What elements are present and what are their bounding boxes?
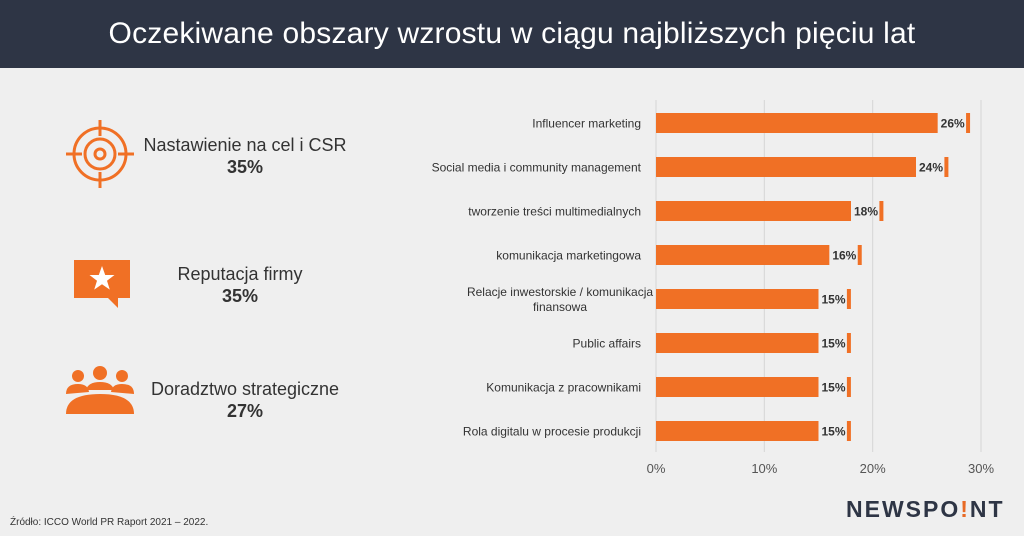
bar — [656, 157, 916, 177]
bar — [656, 333, 819, 353]
category-label-line: Relacje inwestorskie / komunikacja — [467, 285, 653, 299]
stat-label: Nastawienie na cel i CSR — [143, 135, 347, 155]
bar — [656, 201, 851, 221]
stat-value: 27% — [226, 401, 264, 421]
header-bar: Oczekiwane obszary wzrostu w ciągu najbl… — [0, 0, 1024, 68]
logo-text-end: NT — [969, 496, 1005, 522]
category-label: Social media i community management — [432, 161, 642, 175]
bar — [656, 245, 830, 265]
bar-end-marker — [846, 377, 851, 397]
x-tick-label: 20% — [860, 461, 886, 476]
x-tick-label: 0% — [647, 461, 666, 476]
bar — [656, 421, 819, 441]
data-label: 15% — [822, 293, 846, 307]
logo-text-start: NEWSPO — [846, 496, 961, 522]
bar-end-marker — [944, 157, 949, 177]
data-label: 15% — [822, 425, 846, 439]
page-title: Oczekiwane obszary wzrostu w ciągu najbl… — [108, 17, 916, 50]
x-tick-label: 10% — [751, 461, 777, 476]
people-group-icon — [66, 366, 134, 414]
stat-label: Doradztwo strategiczne — [150, 379, 340, 399]
bar-end-marker — [857, 245, 862, 265]
bar-end-marker — [846, 333, 851, 353]
data-label: 16% — [832, 249, 856, 263]
bar — [656, 289, 819, 309]
bar — [656, 377, 819, 397]
bar-end-marker — [879, 201, 884, 221]
data-label: 24% — [919, 161, 943, 175]
stat-value: 35% — [221, 286, 259, 306]
star-speech-bubble-icon — [74, 260, 130, 308]
category-label: komunikacja marketingowa — [496, 249, 641, 263]
newspoint-logo: NEWSPO!NT — [846, 496, 1005, 523]
category-label: Relacje inwestorskie / komunikacja finans… — [467, 285, 653, 314]
bar — [656, 113, 938, 133]
source-note: Źródło: ICCO World PR Raport 2021 – 2022… — [10, 517, 209, 528]
stat-value: 35% — [226, 157, 264, 177]
category-label: Komunikacja z pracownikami — [486, 381, 641, 395]
stat-reputation: Reputacja firmy 35% — [150, 263, 330, 307]
category-label: Rola digitalu w procesie produkcji — [463, 425, 641, 439]
data-label: 15% — [822, 337, 846, 351]
category-label: Public affairs — [573, 337, 641, 351]
bar-end-marker — [846, 289, 851, 309]
logo-dot: ! — [960, 496, 970, 522]
x-tick-label: 30% — [968, 461, 994, 476]
stat-label: Reputacja firmy — [177, 264, 303, 284]
bar-end-marker — [966, 113, 971, 133]
category-label: Influencer marketing — [532, 117, 641, 131]
stat-strategy: Doradztwo strategiczne 27% — [140, 378, 350, 422]
category-label: tworzenie treści multimedialnych — [468, 205, 641, 219]
data-label: 15% — [822, 381, 846, 395]
target-icon — [66, 120, 134, 188]
bar-end-marker — [846, 421, 851, 441]
data-label: 26% — [941, 117, 965, 131]
stat-target: Nastawienie na cel i CSR 35% — [140, 134, 350, 178]
category-label-line: finansowa — [533, 300, 587, 314]
data-label: 18% — [854, 205, 878, 219]
